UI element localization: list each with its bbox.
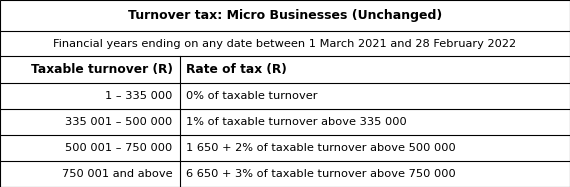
Text: 0% of taxable turnover: 0% of taxable turnover (186, 91, 318, 101)
Text: 1 – 335 000: 1 – 335 000 (105, 91, 173, 101)
Text: Taxable turnover (R): Taxable turnover (R) (31, 63, 173, 76)
Text: Turnover tax: Micro Businesses (Unchanged): Turnover tax: Micro Businesses (Unchange… (128, 9, 442, 22)
Text: 1% of taxable turnover above 335 000: 1% of taxable turnover above 335 000 (186, 117, 407, 127)
Text: Rate of tax (R): Rate of tax (R) (186, 63, 287, 76)
Text: Financial years ending on any date between 1 March 2021 and 28 February 2022: Financial years ending on any date betwe… (54, 39, 516, 49)
Text: 1 650 + 2% of taxable turnover above 500 000: 1 650 + 2% of taxable turnover above 500… (186, 143, 456, 153)
Text: 335 001 – 500 000: 335 001 – 500 000 (66, 117, 173, 127)
Text: 500 001 – 750 000: 500 001 – 750 000 (66, 143, 173, 153)
Text: 6 650 + 3% of taxable turnover above 750 000: 6 650 + 3% of taxable turnover above 750… (186, 169, 456, 179)
Text: 750 001 and above: 750 001 and above (62, 169, 173, 179)
